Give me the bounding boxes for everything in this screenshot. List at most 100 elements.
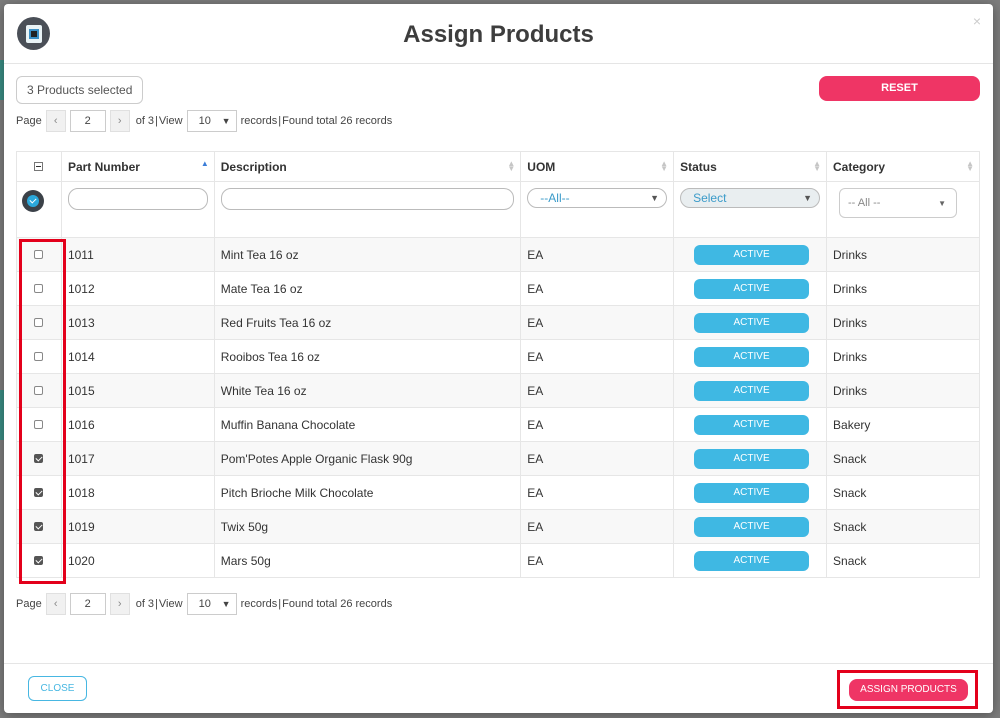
next-page-button[interactable]: › [109,110,130,132]
assign-products-button[interactable]: ASSIGN PRODUCTS [849,679,968,701]
row-select-cell [16,305,62,340]
table-row[interactable]: 1017 Pom'Potes Apple Organic Flask 90g EA A… [16,441,980,476]
row-checkbox[interactable] [34,521,44,531]
uom-cell: EA [520,271,675,306]
row-checkbox[interactable] [34,555,44,565]
status-filter-select[interactable]: Select ▼ [680,188,821,208]
column-header-description[interactable]: Description ▲ ▼ [213,151,522,182]
row-select-cell [16,237,62,272]
part-number-cell: 1019 [60,509,215,544]
row-checkbox[interactable] [34,317,44,327]
selected-count-badge: 3 Products selected [16,76,144,104]
kiosk-icon [25,24,42,43]
description-cell: Pom'Potes Apple Organic Flask 90g [213,441,522,476]
description-cell: Twix 50g [213,509,522,544]
page-size-select[interactable]: 10 ▼ [186,593,237,615]
description-cell: Rooibos Tea 16 oz [213,339,522,374]
uom-cell: EA [520,509,675,544]
category-cell: Drinks [826,305,980,340]
part-number-filter-input[interactable] [67,188,208,210]
select-all-toggle[interactable] [22,190,44,212]
category-cell: Snack [826,543,980,578]
filter-cell: -- All -- ▼ [826,181,980,238]
prev-page-button[interactable]: ‹ [45,110,66,132]
uom-cell: EA [520,305,675,340]
check-icon [27,195,39,207]
status-cell: ACTIVE [673,305,828,340]
uom-cell: EA [520,475,675,510]
description-filter-input[interactable] [220,188,515,210]
row-select-cell [16,475,62,510]
column-header-uom[interactable]: UOM ▲ ▼ [520,151,675,182]
indeterminate-checkbox-icon[interactable] [34,161,44,171]
table-row[interactable]: 1014 Rooibos Tea 16 oz EA ACTIVE Drinks [16,339,980,374]
status-badge: ACTIVE [694,516,810,537]
row-checkbox[interactable] [34,351,44,361]
reset-button[interactable]: RESET [819,76,980,101]
page-size-value: 10 [198,115,211,127]
row-select-cell [16,373,62,408]
status-cell: ACTIVE [673,543,828,578]
divider: | [155,115,158,127]
filter-cell [213,181,522,238]
description-cell: Red Fruits Tea 16 oz [213,305,522,340]
table-header-row: Part Number ▲ Description ▲ ▼ UOM ▲ ▼ Status ▲… [16,151,980,182]
highlight-box-assign: ASSIGN PRODUCTS [837,670,978,709]
category-cell: Snack [826,441,980,476]
description-cell: Mate Tea 16 oz [213,271,522,306]
uom-cell: EA [520,441,675,476]
select-all-header[interactable] [16,151,62,182]
backdrop-strip [0,390,6,440]
page-label: Page [16,598,42,610]
table-row[interactable]: 1015 White Tea 16 oz EA ACTIVE Drinks [16,373,980,408]
page-count-text: of 3 [135,598,155,610]
table-row[interactable]: 1018 Pitch Brioche Milk Chocolate EA ACTIVE… [16,475,980,510]
status-badge: ACTIVE [694,278,810,299]
table-row[interactable]: 1020 Mars 50g EA ACTIVE Snack [16,543,980,578]
table-row[interactable]: 1016 Muffin Banana Chocolate EA ACTIVE Baker… [16,407,980,442]
part-number-cell: 1012 [60,271,215,306]
category-filter-select[interactable]: -- All -- ▼ [839,188,958,218]
close-icon[interactable]: × [972,13,981,29]
modal-header: Assign Products × [4,4,993,64]
assign-products-modal: Assign Products × 3 Products selected RE… [4,4,993,713]
page-size-select[interactable]: 10 ▼ [186,110,237,132]
column-header-part-number[interactable]: Part Number ▲ [60,151,215,182]
sort-icon: ▲ ▼ [660,159,669,173]
column-header-category[interactable]: Category ▲ ▼ [826,151,980,182]
category-cell: Bakery [826,407,980,442]
prev-page-button[interactable]: ‹ [45,593,66,615]
sort-icon: ▲ ▼ [813,159,822,173]
row-checkbox[interactable] [34,249,44,259]
page-number-input[interactable]: 2 [69,593,106,615]
part-number-cell: 1017 [60,441,215,476]
category-cell: Drinks [826,339,980,374]
status-cell: ACTIVE [673,271,828,306]
status-badge: ACTIVE [694,414,810,435]
found-total-text: Found total 26 records [282,598,393,610]
records-label: records [240,115,278,127]
part-number-cell: 1015 [60,373,215,408]
description-cell: Muffin Banana Chocolate [213,407,522,442]
row-checkbox[interactable] [34,453,44,463]
next-page-button[interactable]: › [109,593,130,615]
table-row[interactable]: 1012 Mate Tea 16 oz EA ACTIVE Drinks [16,271,980,306]
row-checkbox[interactable] [34,283,44,293]
row-checkbox[interactable] [34,385,44,395]
table-row[interactable]: 1011 Mint Tea 16 oz EA ACTIVE Drinks [16,237,980,272]
uom-filter-select[interactable]: --All-- ▼ [527,188,668,208]
part-number-cell: 1011 [60,237,215,272]
table-row[interactable]: 1019 Twix 50g EA ACTIVE Snack [16,509,980,544]
column-header-status[interactable]: Status ▲ ▼ [673,151,828,182]
table-body: 1011 Mint Tea 16 oz EA ACTIVE Drinks 1012 Mate… [16,237,980,578]
view-label: View [158,115,183,127]
table-row[interactable]: 1013 Red Fruits Tea 16 oz EA ACTIVE Drinks [16,305,980,340]
row-checkbox[interactable] [34,487,44,497]
page-number-input[interactable]: 2 [69,110,106,132]
row-select-cell [16,407,62,442]
row-checkbox[interactable] [34,419,44,429]
part-number-cell: 1020 [60,543,215,578]
close-button[interactable]: CLOSE [28,676,87,701]
category-cell: Drinks [826,237,980,272]
uom-cell: EA [520,339,675,374]
